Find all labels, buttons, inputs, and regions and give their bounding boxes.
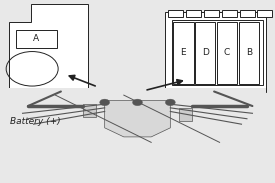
Text: A: A xyxy=(33,34,39,43)
Circle shape xyxy=(133,99,142,106)
Circle shape xyxy=(165,99,175,106)
Text: B: B xyxy=(246,48,252,57)
Bar xyxy=(172,20,263,85)
Text: C: C xyxy=(224,48,230,57)
Circle shape xyxy=(100,99,110,106)
Bar xyxy=(186,10,201,17)
Bar xyxy=(165,12,266,92)
Bar xyxy=(178,108,192,121)
Polygon shape xyxy=(105,101,170,137)
Bar xyxy=(9,88,266,179)
Bar xyxy=(222,10,237,17)
Text: D: D xyxy=(202,48,209,57)
Bar xyxy=(83,104,97,117)
Bar xyxy=(195,22,216,84)
Bar xyxy=(204,10,219,17)
Bar xyxy=(173,22,194,84)
Text: Battery (+): Battery (+) xyxy=(10,117,61,126)
Bar xyxy=(16,30,57,48)
Bar xyxy=(217,22,237,84)
Bar xyxy=(240,10,255,17)
Bar xyxy=(239,22,259,84)
Bar xyxy=(168,10,183,17)
Polygon shape xyxy=(9,4,88,88)
Bar xyxy=(257,10,273,17)
Text: E: E xyxy=(180,48,186,57)
